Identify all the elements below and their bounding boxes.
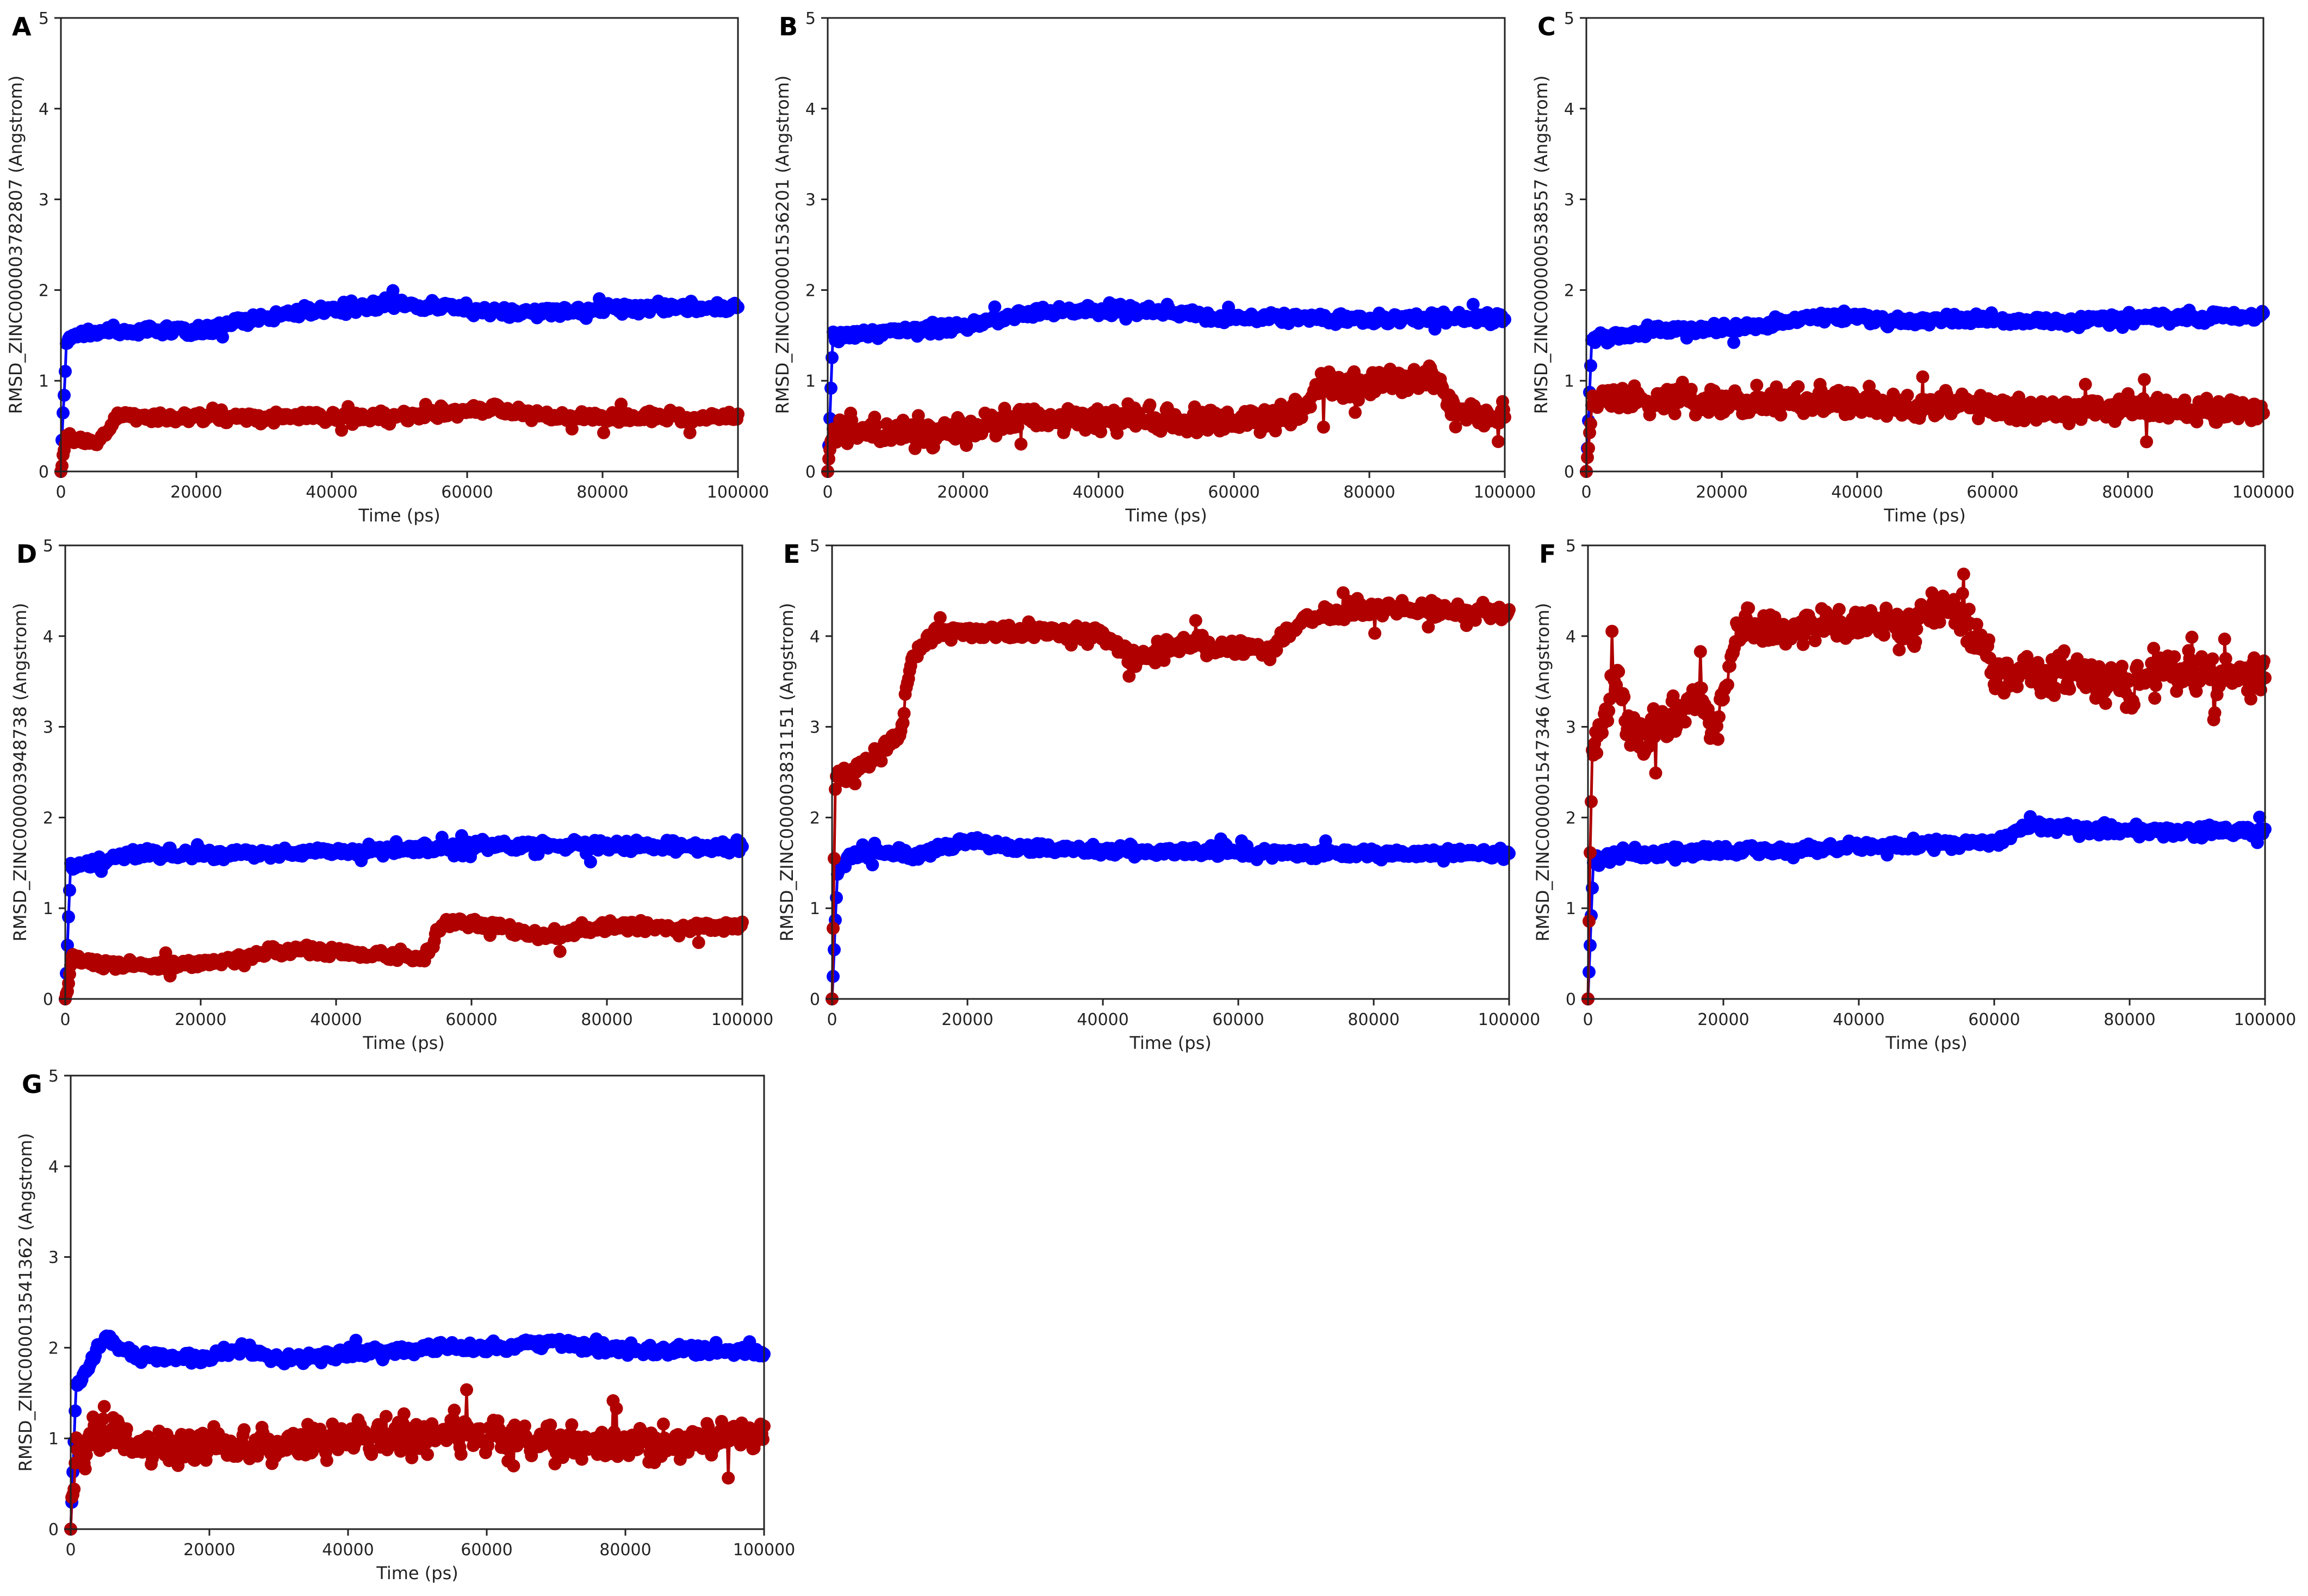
x-tick-label: 40000 [1072, 483, 1124, 502]
x-axis-label: Time (ps) [358, 505, 440, 526]
data-point [2138, 373, 2151, 386]
x-tick-label: 0 [1581, 483, 1591, 502]
panel-c: C 0 20000 40000 60000 80000 100000 0 1 2 3 4 5 Time (… [1531, 9, 2294, 526]
plot-frame [60, 17, 739, 473]
x-tick-label: 0 [55, 483, 66, 502]
data-point [1317, 420, 1330, 434]
x-tick-label: 100000 [1474, 483, 1536, 502]
data-point [2079, 377, 2092, 391]
y-tick-label: 2 [1564, 281, 1574, 300]
data-point [216, 330, 229, 344]
data-point [1684, 383, 1698, 396]
y-axis-label: RMSD_ZINC000000538557 (Angstrom) [1531, 76, 1552, 414]
y-tick-label: 3 [805, 191, 816, 210]
data-point [1143, 398, 1157, 412]
x-tick-label: 20000 [1696, 483, 1747, 502]
x-tick-label: 20000 [937, 483, 989, 502]
data-point [1774, 408, 1788, 422]
y-tick-label: 4 [1564, 100, 1574, 119]
y-tick-label: 4 [39, 100, 49, 119]
y-tick-label: 0 [1564, 463, 1574, 482]
panel-label: B [779, 12, 798, 41]
panel-label: A [12, 12, 32, 41]
x-axis-label: Time (ps) [1125, 505, 1207, 526]
series-red [54, 398, 744, 478]
series-red [1580, 370, 2270, 478]
data-point [597, 426, 610, 439]
x-tick-label: 80000 [576, 483, 628, 502]
x-axis-label: Time (ps) [1883, 505, 1965, 526]
y-axis-label: RMSD_ZINC000001536201 (Angstrom) [772, 76, 793, 414]
data-point [988, 300, 1002, 314]
data-point [1014, 437, 1028, 451]
y-tick-label: 0 [805, 463, 816, 482]
x-tick-label: 100000 [707, 483, 770, 502]
series-red [821, 359, 1511, 478]
x-tick-label: 60000 [1966, 483, 2018, 502]
panel-label: D [16, 539, 37, 569]
series-blue [54, 284, 744, 478]
data-point [386, 284, 400, 297]
x-tick-label: 80000 [1343, 483, 1395, 502]
x-tick-label: 0 [822, 483, 833, 502]
y-tick-label: 5 [805, 9, 816, 28]
y-tick-label: 1 [1564, 372, 1574, 391]
y-tick-label: 5 [1564, 9, 1574, 28]
x-tick-label: 40000 [306, 483, 357, 502]
data-point [553, 945, 567, 958]
data-point [1492, 435, 1505, 448]
x-tick-label: 60000 [1208, 483, 1260, 502]
y-tick-label: 2 [39, 281, 49, 300]
data-point [824, 381, 837, 395]
panel-b: B 0 20000 40000 60000 80000 100000 0 1 2 3 4 5 Time (… [772, 9, 1536, 526]
y-tick-label: 1 [39, 372, 49, 391]
data-point [62, 910, 75, 924]
y-tick-label: 2 [805, 281, 816, 300]
data-point [55, 459, 69, 473]
data-point [1449, 420, 1462, 434]
data-point [584, 855, 597, 868]
x-tick-label: 100000 [2232, 483, 2295, 502]
data-point [58, 388, 71, 402]
data-point [1916, 370, 1929, 384]
data-point [1791, 380, 1805, 394]
x-tick-label: 80000 [2102, 483, 2154, 502]
y-tick-label: 3 [1564, 191, 1574, 210]
y-tick-label: 1 [805, 372, 816, 391]
data-point [2140, 435, 2154, 449]
y-tick-label: 4 [805, 100, 816, 119]
x-tick-label: 20000 [170, 483, 222, 502]
y-tick-label: 0 [39, 463, 49, 482]
y-axis-label: RMSD_ZINC000003782807 (Angstrom) [5, 76, 26, 414]
data-point [1750, 378, 1764, 392]
data-point [1011, 420, 1025, 433]
data-point [1901, 388, 1914, 402]
data-point [1727, 336, 1741, 349]
x-tick-label: 40000 [1831, 483, 1883, 502]
x-tick-label: 60000 [441, 483, 493, 502]
panel-label: C [1537, 12, 1556, 41]
data-point [59, 365, 72, 378]
data-point [1582, 442, 1595, 455]
y-tick-label: 3 [39, 191, 49, 210]
data-point [57, 406, 70, 420]
panel-a: A 0 20000 40000 60000 80000 100000 0 1 2 3 4 5 Time (… [5, 9, 769, 526]
data-point [1348, 406, 1362, 419]
series-red [59, 912, 749, 1005]
y-tick-label: 5 [39, 9, 49, 28]
